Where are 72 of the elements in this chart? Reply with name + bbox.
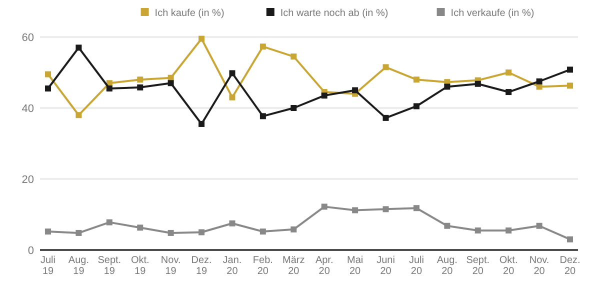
point [352,207,358,214]
point [352,87,358,94]
point [290,105,297,111]
point [229,94,236,100]
point [536,222,542,229]
point [45,71,51,78]
point [260,113,266,120]
point [168,80,174,86]
point [106,219,112,226]
point [474,227,481,234]
x-tick-label: Okt. 19 [130,255,150,277]
point [506,70,512,76]
point [474,80,481,87]
point [137,84,144,90]
x-tick-label: März 20 [282,255,305,277]
point [229,220,236,226]
x-tick-label: Okt. 20 [499,255,518,277]
x-tick-label: Sept. 19 [98,255,122,277]
x-tick-label: Apr. 20 [315,255,334,277]
point [137,76,144,83]
point [413,76,420,83]
point [45,85,51,92]
point [137,224,144,231]
point [382,114,389,121]
point [321,92,328,99]
point [198,120,205,127]
point [321,204,328,210]
x-tick-label: Dez. 20 [560,255,580,277]
legend-label: Ich verkaufe (in %) [450,8,534,19]
point [76,112,82,118]
point [506,89,512,96]
point [168,230,174,236]
point [567,236,573,242]
point [506,227,512,234]
x-tick-label: Mai 20 [346,255,364,277]
point [198,36,205,42]
x-tick-label: Nov. 20 [529,255,550,277]
point [229,70,236,76]
x-tick-label: Juli 20 [408,255,424,277]
point [260,44,266,50]
y-tick-label: 20 [22,174,34,186]
legend-label: Ich kaufe (in %) [154,8,224,19]
point [260,228,266,235]
x-tick-label: Feb. 20 [252,255,273,277]
point [45,228,51,235]
point [567,66,573,73]
y-tick-label: 60 [22,32,34,44]
x-tick-label: Dez. 19 [191,255,212,277]
point [567,82,573,89]
x-tick-label: Juni 20 [376,255,395,277]
point [444,84,450,90]
point [444,222,450,229]
point [290,226,297,232]
point [413,103,420,110]
y-tick-label: 40 [22,102,34,115]
x-tick-label: Nov. 19 [160,255,181,277]
x-tick-label: Jan. 20 [222,255,242,277]
x-tick-label: Sept. 20 [466,255,490,277]
x-tick-label: Aug. 20 [436,255,458,277]
point [106,85,112,92]
y-tick-label: 0 [28,244,34,257]
point [290,54,297,60]
legend-label: Ich warte noch ab (in %) [280,8,388,19]
point [76,44,82,51]
point [382,64,389,70]
point [413,205,420,212]
point [382,206,389,212]
point [76,230,82,236]
x-tick-label: Aug. 19 [68,255,89,277]
point [198,229,205,236]
point [536,78,542,84]
x-tick-label: Juli 19 [40,255,56,277]
